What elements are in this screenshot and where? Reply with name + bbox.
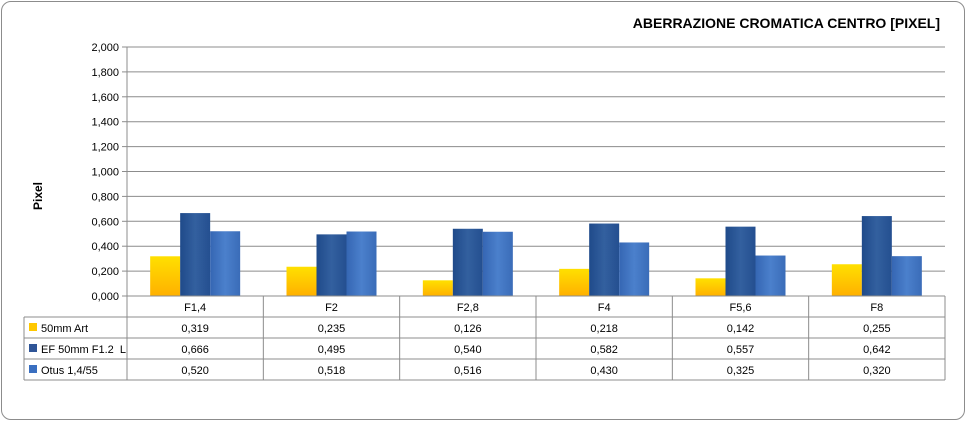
data-label-0-0: 0,319 xyxy=(181,323,209,335)
bar-1-4 xyxy=(725,226,756,296)
data-label-0-4: 0,142 xyxy=(727,323,755,335)
legend-swatch-2 xyxy=(29,365,37,373)
legend-label-0: 50mm Art xyxy=(41,323,88,335)
x-category-label: F5,6 xyxy=(729,302,751,314)
y-tick-label: 0,200 xyxy=(91,266,119,278)
legend-label-2: Otus 1,4/55 xyxy=(41,365,98,377)
bar-1-2 xyxy=(452,228,483,296)
bar-1-5 xyxy=(861,216,892,296)
y-tick-label: 1,400 xyxy=(91,117,119,129)
bars xyxy=(150,213,922,296)
y-tick-label: 2,000 xyxy=(91,42,119,54)
data-label-1-1: 0,495 xyxy=(318,344,346,356)
x-category-label: F8 xyxy=(870,302,883,314)
data-label-2-0: 0,520 xyxy=(181,365,209,377)
y-tick-labels: 0,000 0,200 0,400 0,600 0,800 1,000 1,200 1,400… xyxy=(91,42,119,303)
bar-0-5 xyxy=(831,264,862,296)
data-label-2-2: 0,516 xyxy=(454,365,482,377)
data-label-2-3: 0,430 xyxy=(590,365,618,377)
x-category-label: F4 xyxy=(598,302,611,314)
bar-0-3 xyxy=(559,268,590,296)
legend-swatch-0 xyxy=(29,323,37,331)
data-label-0-1: 0,235 xyxy=(318,323,346,335)
bar-2-1 xyxy=(346,231,377,296)
data-label-2-1: 0,518 xyxy=(318,365,346,377)
y-tick-label: 0,400 xyxy=(91,241,119,253)
legend-label-1: EF 50mm F1.2 L xyxy=(41,344,126,356)
bar-1-3 xyxy=(589,223,620,296)
bar-0-1 xyxy=(286,266,317,296)
data-label-2-5: 0,320 xyxy=(863,365,891,377)
bar-2-4 xyxy=(755,255,786,296)
bar-0-2 xyxy=(422,280,453,296)
x-category-label: F2,8 xyxy=(457,302,479,314)
bar-0-4 xyxy=(695,278,726,296)
y-tick-label: 0,600 xyxy=(91,216,119,228)
y-tick-label: 1,000 xyxy=(91,167,119,179)
x-category-label: F2 xyxy=(325,302,338,314)
y-tick-label: 1,600 xyxy=(91,92,119,104)
y-axis-label: Pixel xyxy=(31,182,45,210)
y-tick-label: 1,800 xyxy=(91,67,119,79)
bar-2-3 xyxy=(619,242,650,296)
bar-2-2 xyxy=(482,231,513,296)
data-label-1-5: 0,642 xyxy=(863,344,891,356)
bar-0-0 xyxy=(150,256,181,296)
data-label-0-2: 0,126 xyxy=(454,323,482,335)
gridlines xyxy=(122,46,945,297)
data-label-0-3: 0,218 xyxy=(590,323,618,335)
bar-1-1 xyxy=(316,234,347,296)
data-label-1-4: 0,557 xyxy=(727,344,755,356)
y-tick-label: 0,800 xyxy=(91,191,119,203)
data-label-0-5: 0,255 xyxy=(863,323,891,335)
data-label-1-3: 0,582 xyxy=(590,344,618,356)
chart-title: ABERRAZIONE CROMATICA CENTRO [PIXEL] xyxy=(633,15,940,31)
data-label-1-2: 0,540 xyxy=(454,344,482,356)
legend-swatch-1 xyxy=(29,344,37,352)
x-category-label: F1,4 xyxy=(184,302,206,314)
bar-2-5 xyxy=(891,256,922,296)
data-label-2-4: 0,325 xyxy=(727,365,755,377)
data-table: F1,4 F2 F2,8 F4 F5,6 F8 50mm Art 0,319 0,235 0,12… xyxy=(23,295,946,381)
bar-1-0 xyxy=(180,213,211,296)
data-label-1-0: 0,666 xyxy=(181,344,209,356)
bar-2-0 xyxy=(210,231,241,296)
y-tick-label: 1,200 xyxy=(91,142,119,154)
y-tick-label: 0,000 xyxy=(91,291,119,303)
